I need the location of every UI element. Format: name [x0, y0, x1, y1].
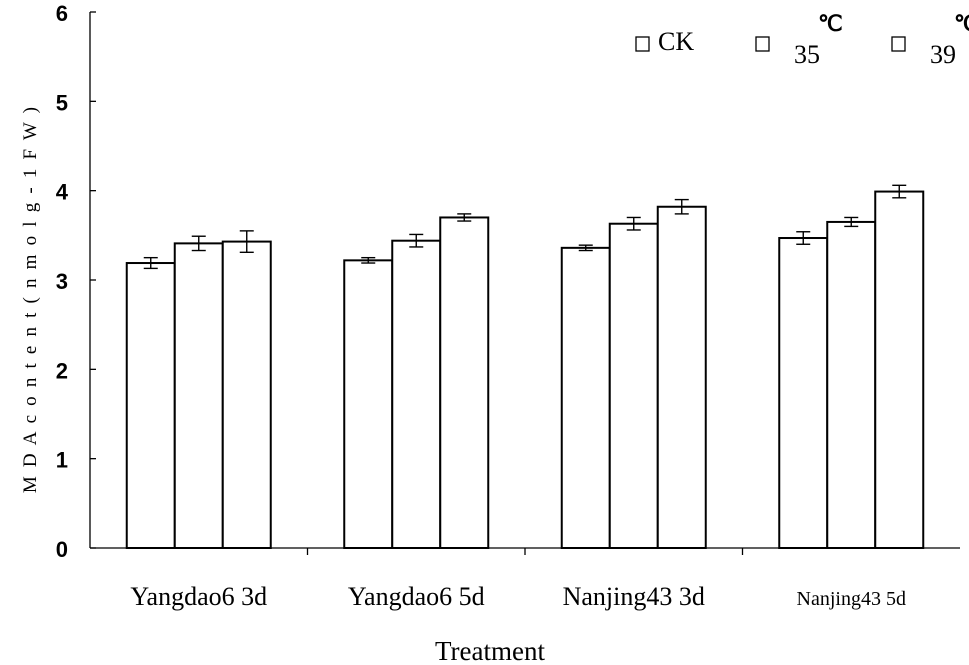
bar [778, 237, 829, 549]
x-tick-label: Yangdao6 5d [348, 582, 485, 611]
legend-label: 35 [794, 40, 820, 69]
bar [560, 246, 611, 549]
y-tick-label: 1 [56, 448, 68, 473]
legend-swatch [891, 36, 906, 52]
legend-swatch [755, 36, 770, 52]
legend-label: CK [658, 27, 694, 56]
legend-label: 39 [930, 40, 956, 69]
y-tick-labels: 0 1 2 3 4 5 6 [56, 1, 69, 562]
bar [608, 222, 659, 549]
y-tick-label: 5 [56, 90, 68, 115]
y-tick-label: 3 [56, 269, 68, 294]
legend: CK 35 ℃ 39 ℃ [635, 11, 969, 69]
y-tick-label: 6 [56, 1, 68, 26]
x-tick-label: Nanjing43 5d [797, 588, 906, 610]
bar [656, 205, 707, 549]
bar [343, 259, 394, 549]
bars-layer [125, 184, 925, 550]
bar [391, 239, 442, 549]
y-tick-label: 4 [56, 180, 69, 205]
bar [874, 190, 925, 549]
bar [125, 262, 176, 549]
bar [221, 240, 272, 549]
legend-unit: ℃ [954, 11, 969, 36]
bar [173, 242, 224, 550]
bar [439, 216, 490, 549]
y-tick-label: 0 [56, 537, 68, 562]
x-axis-title: Treatment [435, 636, 545, 665]
x-tick-labels: Yangdao6 3d Yangdao6 5d Nanjing43 3d Nanjin… [130, 582, 906, 611]
y-tick-label: 2 [56, 358, 68, 383]
y-axis-title: M D A c o n t e n t ( n m o l g - 1 F W … [20, 105, 41, 493]
bar [826, 220, 877, 550]
x-tick-label: Nanjing43 3d [563, 582, 705, 611]
x-tick-label: Yangdao6 3d [130, 582, 267, 611]
legend-unit: ℃ [818, 11, 843, 36]
legend-swatch [635, 36, 650, 52]
